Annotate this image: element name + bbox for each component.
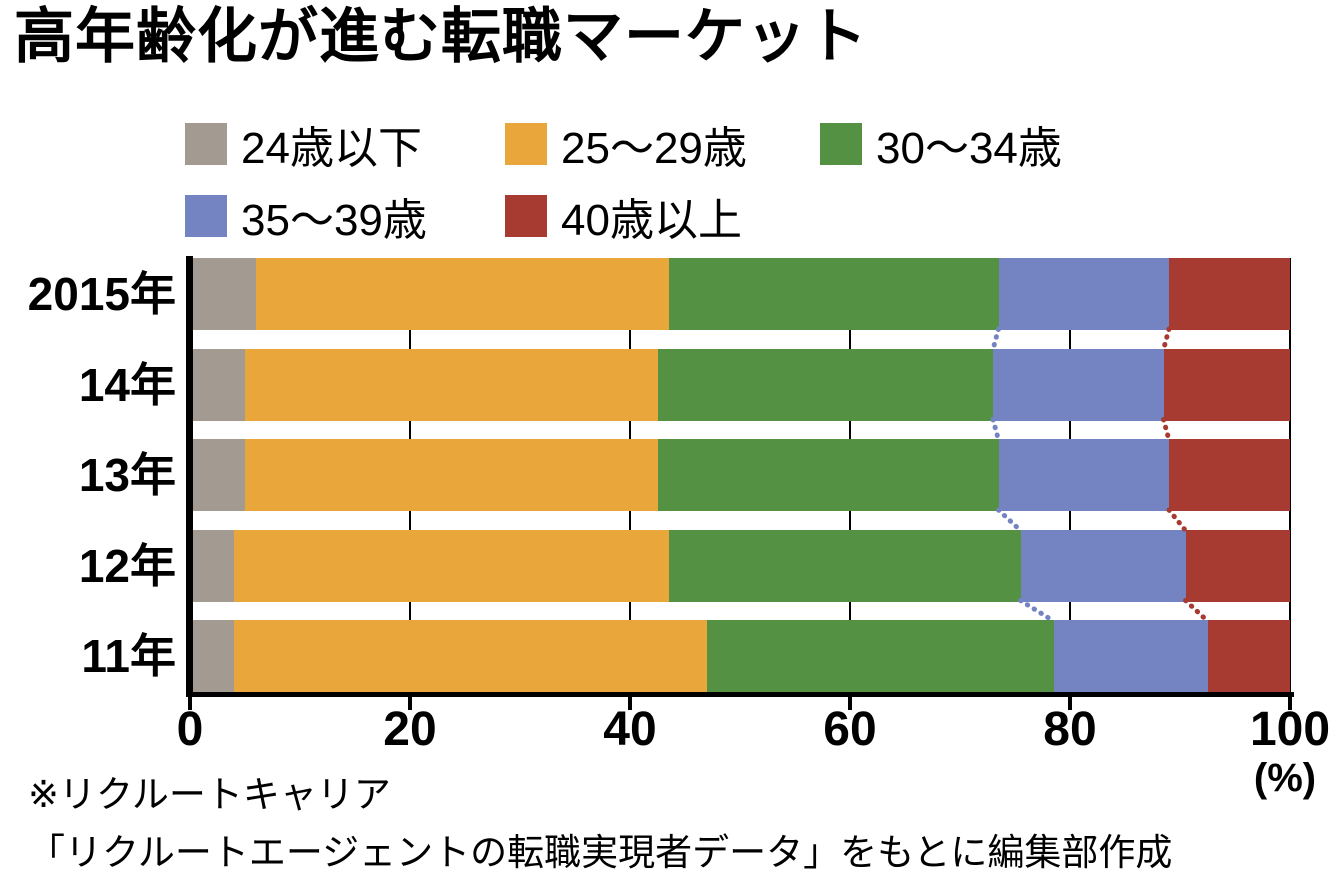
- boundary-connector: [1018, 598, 1056, 624]
- bar-segment: [234, 620, 707, 692]
- bar-segment: [190, 258, 256, 330]
- boundary-connector: [990, 326, 1001, 352]
- boundary-connector: [1161, 326, 1172, 352]
- bar-segment: [657, 439, 999, 511]
- axis-tick: [188, 692, 192, 710]
- axis-tick: [628, 692, 632, 710]
- bar-segment: [1169, 258, 1290, 330]
- legend-swatch: [185, 195, 227, 237]
- source-note-line-2: 「リクルートエージェントの転職実現者データ」をもとに編集部作成: [28, 832, 1173, 873]
- bar-segment: [190, 620, 234, 692]
- bar-segment: [668, 529, 1021, 602]
- x-axis-label: 100: [1249, 703, 1331, 756]
- y-axis-label: 13年: [78, 449, 176, 501]
- legend-item: 24歳以下: [185, 112, 422, 176]
- source-note-line-1: ※リクルートキャリア: [28, 774, 391, 815]
- bar-segment: [998, 258, 1169, 330]
- bar-row: [190, 620, 1290, 692]
- plot-area: [190, 258, 1291, 692]
- bar-segment: [245, 439, 658, 511]
- boundary-connector: [996, 507, 1023, 533]
- bar-segment: [998, 439, 1169, 511]
- bar-segment: [1053, 620, 1208, 692]
- x-axis-label: 20: [383, 703, 437, 756]
- bar-segment: [1207, 620, 1290, 692]
- y-axis-label: 11年: [81, 630, 176, 682]
- chart-title: 高年齢化が進む転職マーケット: [14, 3, 868, 70]
- gridline: [1289, 258, 1291, 692]
- boundary-connector: [1166, 507, 1188, 533]
- legend-swatch: [505, 195, 547, 237]
- x-axis-unit: (%): [1253, 756, 1317, 800]
- bar-segment: [1185, 529, 1290, 602]
- legend-item: 40歳以上: [505, 184, 742, 248]
- bar-row: [190, 529, 1290, 602]
- bar-segment: [190, 439, 245, 511]
- legend-label: 35〜39歳: [241, 196, 427, 245]
- bar-segment: [256, 258, 669, 330]
- bar-row: [190, 348, 1290, 421]
- axis-tick: [848, 692, 852, 710]
- x-axis-line: [186, 692, 1294, 697]
- bar-segment: [234, 529, 669, 602]
- boundary-connector: [990, 417, 1001, 443]
- legend-item: 30〜34歳: [820, 112, 1062, 176]
- bar-segment: [190, 529, 234, 602]
- bar-row: [190, 439, 1290, 511]
- bar-segment: [993, 348, 1164, 421]
- axis-tick: [1288, 692, 1292, 710]
- legend-item: 35〜39歳: [185, 184, 427, 248]
- legend-swatch: [820, 123, 862, 165]
- x-axis-label: 60: [823, 703, 877, 756]
- axis-tick: [408, 692, 412, 710]
- legend-label: 25〜29歳: [561, 124, 747, 173]
- bar-segment: [657, 348, 993, 421]
- boundary-connector: [1183, 598, 1210, 624]
- bar-segment: [1020, 529, 1186, 602]
- bar-row: [190, 258, 1290, 330]
- legend-label: 24歳以下: [241, 124, 422, 173]
- legend-swatch: [505, 123, 547, 165]
- legend-label: 30〜34歳: [876, 124, 1062, 173]
- legend-swatch: [185, 123, 227, 165]
- bar-segment: [190, 348, 245, 421]
- boundary-connector: [1161, 417, 1172, 443]
- bar-segment: [707, 620, 1054, 692]
- y-axis-label: 14年: [78, 358, 176, 411]
- y-axis-line: [186, 256, 193, 697]
- x-axis-label: 0: [176, 703, 204, 756]
- bar-segment: [1169, 439, 1290, 511]
- y-axis-label: 12年: [78, 539, 176, 592]
- x-axis-label: 80: [1043, 703, 1097, 756]
- x-axis-label: 40: [603, 703, 657, 756]
- bar-segment: [1163, 348, 1290, 421]
- bar-segment: [668, 258, 999, 330]
- bar-segment: [245, 348, 658, 421]
- y-axis-label: 2015年: [27, 268, 176, 320]
- legend-label: 40歳以上: [561, 196, 742, 245]
- legend-item: 25〜29歳: [505, 112, 747, 176]
- axis-tick: [1068, 692, 1072, 710]
